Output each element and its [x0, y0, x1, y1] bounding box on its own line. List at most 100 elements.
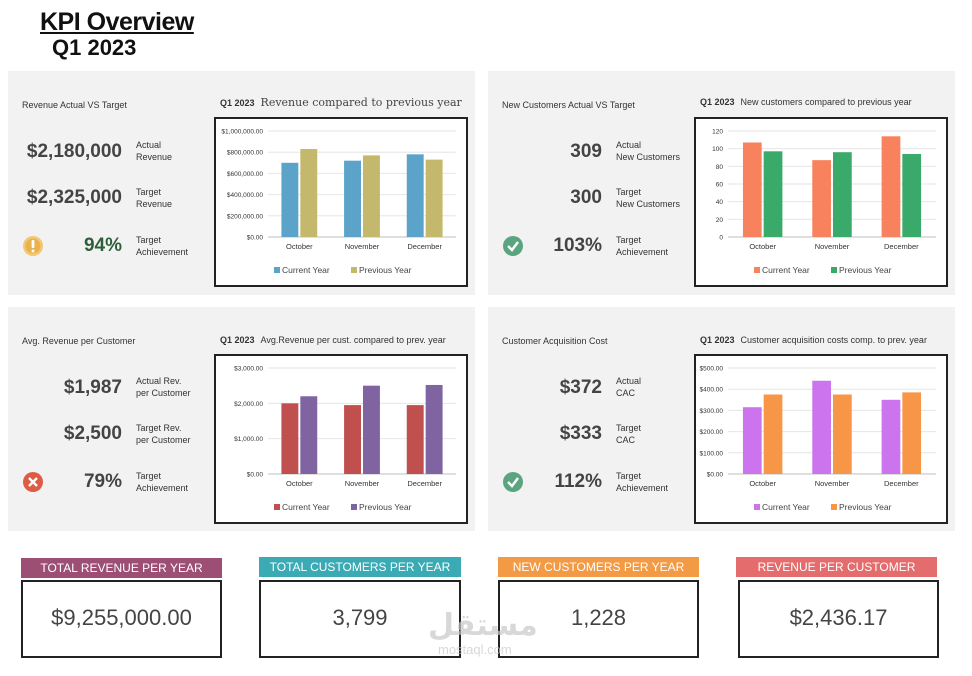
- revenue-per-customer-value: $2,436.17: [738, 580, 939, 658]
- cross-icon: [23, 472, 43, 492]
- revenue-panel: Revenue Actual VS Target $2,180,000 Actu…: [8, 71, 475, 295]
- x-tick-label: October: [286, 242, 313, 251]
- customers-target-value: 300: [570, 187, 602, 208]
- legend-swatch: [831, 504, 837, 510]
- y-tick-label: $800,000.00: [227, 150, 264, 157]
- bar-previous-year: [763, 151, 783, 237]
- bar-current-year: [344, 405, 361, 474]
- legend-label: Current Year: [762, 502, 810, 512]
- x-tick-label: December: [407, 479, 442, 488]
- revenue-per-customer-label: REVENUE PER CUSTOMER: [736, 557, 937, 577]
- revenue-actual-value: $2,180,000: [26, 141, 122, 162]
- customers-actual-label: Actual New Customers: [616, 140, 681, 162]
- customers-target-label: Target New Customers: [616, 187, 681, 209]
- bar-current-year: [812, 160, 831, 237]
- legend-label: Current Year: [762, 265, 810, 275]
- customers-panel: New Customers Actual VS Target 309 Actua…: [488, 71, 955, 295]
- cac-panel: Customer Acquisition Cost $372 Actual CAC…: [488, 307, 955, 531]
- y-tick-label: 0: [719, 235, 723, 242]
- bar-current-year: [881, 136, 901, 237]
- avg-revenue-actual-value: $1,987: [63, 377, 122, 398]
- y-tick-label: $1,000.00: [234, 436, 263, 443]
- legend-swatch: [754, 504, 760, 510]
- x-tick-label: December: [407, 242, 442, 251]
- revenue-chart: $0.00 $200,000.00 $400,000.00 $600,000.00 $8…: [214, 117, 468, 287]
- x-tick-label: November: [345, 242, 380, 251]
- y-tick-label: $400.00: [700, 387, 724, 394]
- cac-actual-label: Actual CAC: [616, 376, 642, 398]
- x-tick-label: October: [749, 242, 776, 251]
- revenue-target-value: $2,325,000: [26, 187, 122, 208]
- y-tick-label: 40: [716, 199, 724, 206]
- y-tick-label: $0.00: [707, 472, 724, 479]
- legend-label: Previous Year: [359, 265, 412, 275]
- bar-previous-year: [363, 155, 380, 237]
- bar-previous-year: [763, 394, 783, 474]
- y-tick-label: $3,000.00: [234, 366, 263, 373]
- new-customers-label: NEW CUSTOMERS PER YEAR: [498, 557, 699, 577]
- avg-revenue-achievement-label: Target Achievement: [136, 471, 189, 493]
- total-revenue-label: TOTAL REVENUE PER YEAR: [21, 558, 222, 578]
- bar-current-year: [281, 162, 299, 237]
- legend-swatch: [831, 267, 837, 273]
- y-tick-label: $600,000.00: [227, 171, 264, 178]
- bar-previous-year: [425, 159, 443, 237]
- bar-current-year: [812, 380, 831, 474]
- bar-previous-year: [902, 392, 922, 474]
- y-tick-label: $2,000.00: [234, 401, 263, 408]
- bar-previous-year: [902, 153, 922, 237]
- x-tick-label: November: [345, 479, 380, 488]
- x-tick-label: October: [286, 479, 313, 488]
- legend-label: Current Year: [282, 502, 330, 512]
- customers-actual-value: 309: [570, 141, 602, 162]
- watermark-url: mostaql.com: [438, 642, 512, 657]
- legend-label: Previous Year: [839, 502, 892, 512]
- bar-current-year: [281, 403, 299, 474]
- revenue-panel-title: Revenue Actual VS Target: [22, 100, 127, 110]
- bar-current-year: [406, 154, 424, 237]
- bar-current-year: [881, 399, 901, 474]
- legend-swatch: [351, 504, 357, 510]
- x-tick-label: December: [884, 479, 919, 488]
- cac-chart: $0.00 $100.00 $200.00 $300.00 $400.00 $500.00…: [694, 354, 948, 524]
- cac-actual-value: $372: [559, 377, 602, 398]
- legend-swatch: [274, 267, 280, 273]
- y-tick-label: 20: [716, 217, 724, 224]
- bar-previous-year: [300, 149, 318, 237]
- bar-current-year: [344, 160, 361, 237]
- x-tick-label: November: [815, 479, 850, 488]
- revenue-achievement-value: 94%: [83, 235, 122, 256]
- avg-revenue-actual-label: Actual Rev. per Customer: [136, 376, 191, 398]
- revenue-achievement-label: Target Achievement: [136, 235, 189, 257]
- bar-current-year: [742, 407, 762, 474]
- legend-label: Current Year: [282, 265, 330, 275]
- customers-panel-title: New Customers Actual VS Target: [502, 100, 635, 110]
- y-tick-label: 100: [712, 146, 723, 153]
- revenue-chart-title: Q1 2023 Revenue compared to previous year: [220, 96, 462, 109]
- customers-chart: 0 20 40 60 80 100 120 October November December Cu…: [694, 117, 948, 287]
- bar-current-year: [742, 142, 762, 237]
- cac-achievement-value: 112%: [554, 471, 602, 492]
- new-customers-value: 1,228: [498, 580, 699, 658]
- x-tick-label: December: [884, 242, 919, 251]
- bar-previous-year: [425, 384, 443, 474]
- y-tick-label: 60: [716, 182, 724, 189]
- customers-achievement-value: 103%: [553, 235, 602, 256]
- y-tick-label: $200.00: [700, 429, 724, 436]
- page-subtitle: Q1 2023: [52, 35, 137, 60]
- legend-label: Previous Year: [839, 265, 892, 275]
- bar-previous-year: [833, 152, 852, 237]
- cac-achievement-label: Target Achievement: [616, 471, 669, 493]
- avg-revenue-panel: Avg. Revenue per Customer $1,987 Actual …: [8, 307, 475, 531]
- check-icon: [503, 472, 523, 492]
- bar-previous-year: [363, 385, 380, 474]
- avg-revenue-panel-title: Avg. Revenue per Customer: [22, 336, 136, 346]
- cac-target-label: Target CAC: [616, 423, 642, 445]
- revenue-actual-label: Actual Revenue: [136, 140, 173, 162]
- cac-chart-title: Q1 2023 Customer acquisition costs comp. …: [700, 335, 927, 345]
- warning-icon: [23, 236, 43, 256]
- legend-swatch: [274, 504, 280, 510]
- total-revenue-value: $9,255,000.00: [21, 580, 222, 658]
- bar-previous-year: [833, 394, 852, 474]
- customers-chart-title: Q1 2023 New customers compared to previou…: [700, 97, 912, 107]
